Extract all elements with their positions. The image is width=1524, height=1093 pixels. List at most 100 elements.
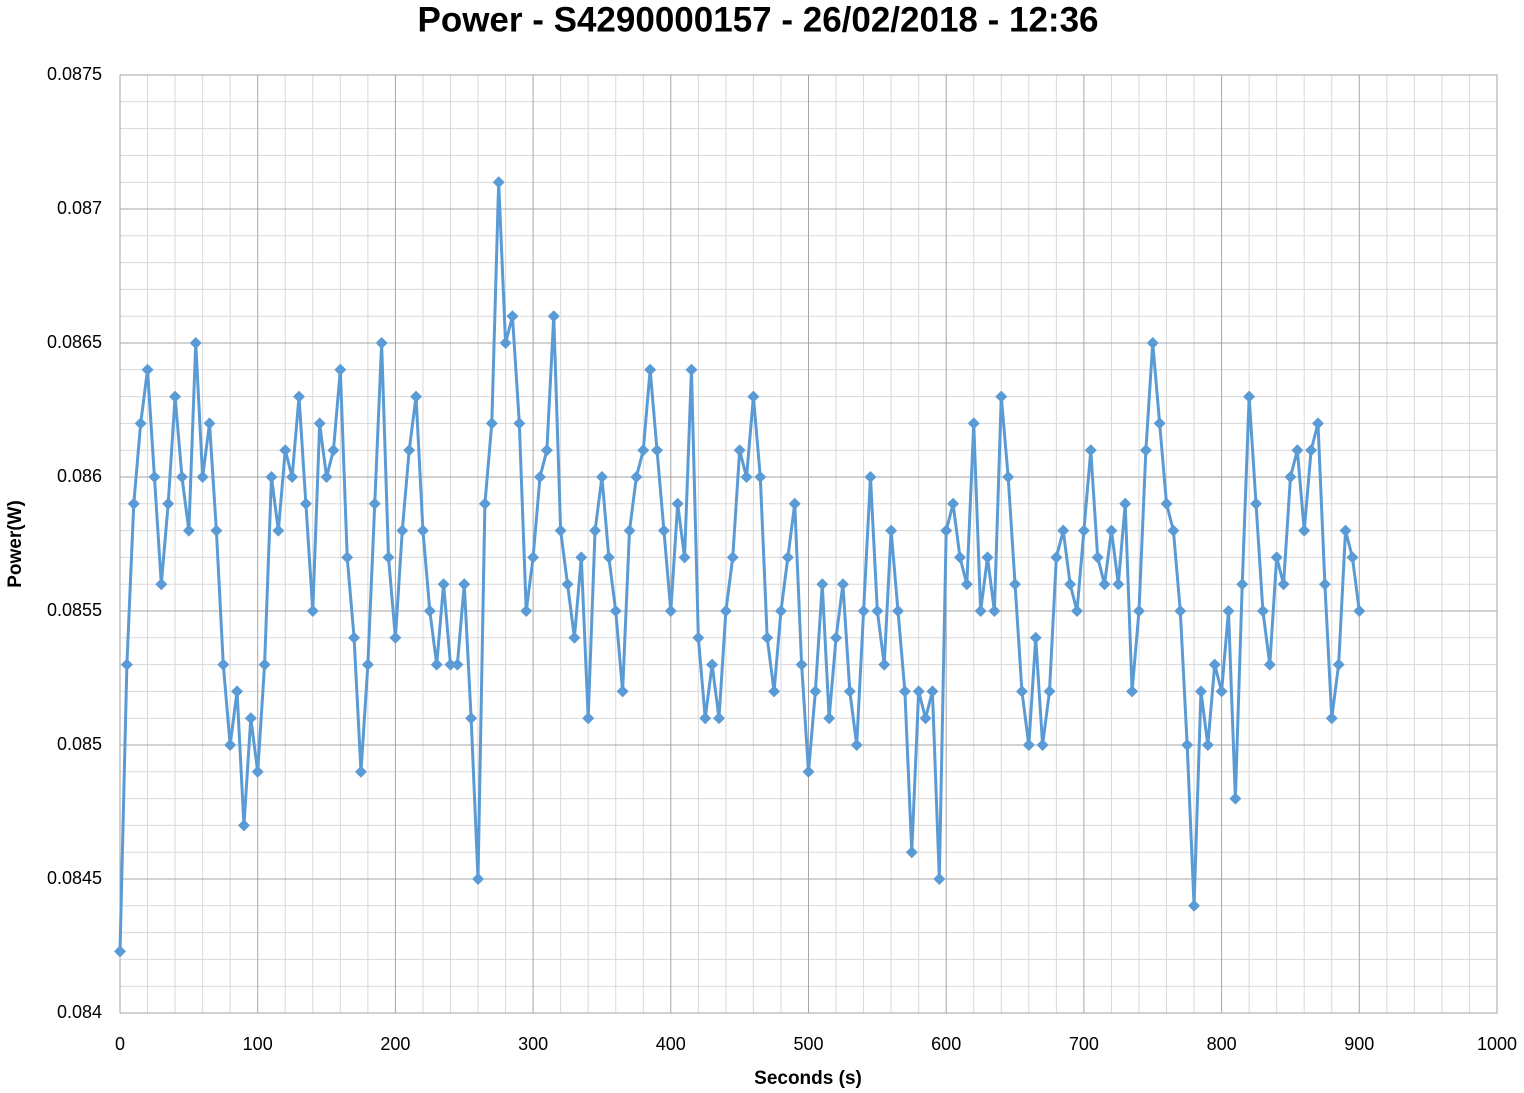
data-marker (224, 739, 237, 751)
data-marker (1002, 471, 1015, 483)
data-marker (169, 390, 182, 403)
data-marker (1181, 739, 1194, 751)
data-marker (148, 471, 161, 483)
data-marker (1015, 685, 1028, 698)
data-marker (664, 605, 677, 617)
data-marker (926, 685, 939, 698)
x-tick-label: 300 (518, 1034, 548, 1054)
data-marker (747, 390, 760, 403)
data-marker (1139, 444, 1152, 457)
x-tick-label: 200 (380, 1034, 410, 1054)
data-marker (231, 685, 244, 698)
data-marker (472, 873, 485, 885)
data-marker (120, 658, 133, 671)
x-tick-label: 700 (1069, 1034, 1099, 1054)
data-marker (974, 605, 987, 617)
data-marker (265, 471, 278, 483)
y-tick-label: 0.0845 (47, 868, 102, 888)
data-marker (616, 685, 629, 698)
data-marker (506, 310, 519, 323)
data-marker (1263, 658, 1276, 671)
data-marker (892, 605, 905, 617)
data-marker (1009, 578, 1022, 591)
data-marker (1112, 578, 1125, 591)
data-marker (293, 390, 306, 403)
data-marker (1291, 444, 1304, 457)
data-marker (1325, 712, 1338, 725)
data-marker (1064, 578, 1077, 591)
data-marker (1222, 605, 1235, 617)
data-marker (768, 685, 781, 698)
data-marker (919, 712, 932, 725)
data-marker (189, 337, 202, 349)
x-tick-label: 800 (1207, 1034, 1237, 1054)
data-marker (912, 685, 925, 698)
data-marker (141, 363, 154, 376)
data-marker (898, 685, 911, 698)
data-marker (114, 945, 126, 958)
data-marker (823, 712, 836, 725)
data-marker (1036, 739, 1049, 751)
data-marker (1250, 497, 1263, 510)
data-marker (947, 497, 960, 510)
x-axis-label: Seconds (s) (754, 1068, 862, 1089)
data-marker (1029, 631, 1042, 644)
x-tick-label: 100 (243, 1034, 273, 1054)
data-marker (1305, 444, 1318, 457)
data-marker (423, 605, 436, 617)
data-marker (1298, 524, 1311, 537)
data-marker (348, 631, 361, 644)
data-marker (554, 524, 567, 537)
data-marker (444, 658, 457, 671)
data-marker (602, 551, 615, 564)
data-marker (1284, 471, 1297, 483)
data-marker (547, 310, 560, 323)
data-marker (396, 524, 409, 537)
data-marker (933, 873, 946, 885)
data-marker (389, 631, 402, 644)
data-marker (1146, 337, 1159, 349)
data-marker (1353, 605, 1366, 617)
data-marker (217, 658, 230, 671)
data-marker (816, 578, 829, 591)
data-marker (740, 471, 753, 483)
data-marker (327, 444, 340, 457)
y-tick-label: 0.0855 (47, 600, 102, 620)
data-marker (843, 685, 856, 698)
data-marker (644, 363, 657, 376)
data-marker (1091, 551, 1104, 564)
data-marker (940, 524, 953, 537)
data-marker (361, 658, 374, 671)
y-tick-label: 0.085 (57, 734, 102, 754)
data-marker (871, 605, 884, 617)
data-marker (657, 524, 670, 537)
data-marker (1318, 578, 1331, 591)
data-marker (451, 658, 464, 671)
data-marker (458, 578, 471, 591)
data-marker (1188, 899, 1201, 912)
x-tick-label: 500 (793, 1034, 823, 1054)
data-marker (527, 551, 540, 564)
data-marker (960, 578, 973, 591)
y-tick-label: 0.086 (57, 466, 102, 486)
x-tick-label: 400 (656, 1034, 686, 1054)
data-marker (905, 846, 918, 859)
data-marker (1105, 524, 1118, 537)
data-marker (953, 551, 966, 564)
data-marker (1098, 578, 1111, 591)
data-marker (637, 444, 650, 457)
data-marker (251, 765, 264, 778)
data-marker (306, 605, 319, 617)
data-marker (857, 605, 870, 617)
data-marker (272, 524, 285, 537)
data-marker (258, 658, 271, 671)
data-marker (1256, 605, 1269, 617)
data-marker (850, 739, 863, 751)
data-marker (1229, 792, 1242, 805)
data-marker (967, 417, 980, 430)
data-marker (1126, 685, 1139, 698)
data-marker (437, 578, 450, 591)
data-marker (279, 444, 292, 457)
data-marker (699, 712, 712, 725)
data-marker (885, 524, 898, 537)
